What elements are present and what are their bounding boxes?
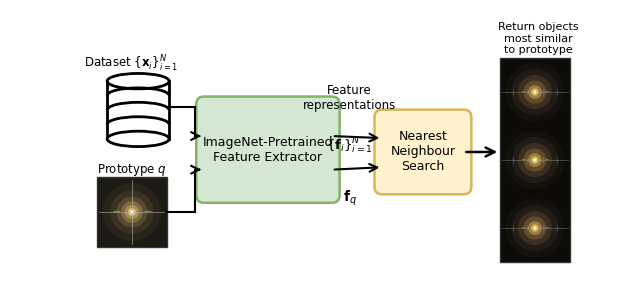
- Circle shape: [528, 153, 542, 167]
- Text: Feature
representations: Feature representations: [303, 84, 396, 112]
- Circle shape: [511, 205, 558, 251]
- FancyBboxPatch shape: [374, 110, 472, 194]
- FancyBboxPatch shape: [196, 97, 340, 203]
- Circle shape: [121, 201, 143, 223]
- Circle shape: [533, 158, 537, 162]
- Ellipse shape: [107, 74, 169, 89]
- Text: ImageNet-Pretrained
Feature Extractor: ImageNet-Pretrained Feature Extractor: [203, 136, 333, 164]
- Text: $\mathbf{f}_q$: $\mathbf{f}_q$: [342, 188, 356, 208]
- Circle shape: [131, 211, 133, 213]
- Circle shape: [506, 131, 564, 189]
- Circle shape: [533, 226, 537, 230]
- Circle shape: [511, 137, 558, 183]
- Circle shape: [531, 88, 539, 96]
- Circle shape: [130, 210, 134, 214]
- Circle shape: [531, 224, 539, 232]
- Text: $\{\mathbf{f}_i\}_{i=1}^{N}$: $\{\mathbf{f}_i\}_{i=1}^{N}$: [326, 136, 373, 156]
- Circle shape: [528, 85, 542, 99]
- Circle shape: [506, 199, 564, 257]
- Circle shape: [511, 69, 558, 115]
- Circle shape: [116, 197, 147, 227]
- Circle shape: [506, 63, 564, 121]
- Circle shape: [518, 75, 552, 109]
- Circle shape: [534, 159, 536, 161]
- Text: Dataset $\{\mathbf{x}_i\}_{i=1}^{N}$: Dataset $\{\mathbf{x}_i\}_{i=1}^{N}$: [84, 54, 178, 74]
- Circle shape: [524, 81, 547, 104]
- Circle shape: [518, 211, 552, 245]
- Text: Prototype $q$: Prototype $q$: [97, 162, 167, 178]
- Circle shape: [534, 91, 536, 93]
- Polygon shape: [97, 178, 167, 247]
- Text: Return objects
most similar
to prototype: Return objects most similar to prototype: [499, 22, 579, 55]
- Circle shape: [102, 183, 161, 241]
- Circle shape: [518, 143, 552, 177]
- Circle shape: [528, 221, 542, 235]
- Polygon shape: [107, 81, 169, 139]
- Ellipse shape: [107, 131, 169, 147]
- Text: Nearest
Neighbour
Search: Nearest Neighbour Search: [390, 130, 456, 174]
- Polygon shape: [500, 58, 570, 262]
- Circle shape: [524, 149, 547, 172]
- Circle shape: [128, 208, 136, 216]
- Circle shape: [524, 216, 547, 240]
- Circle shape: [125, 205, 139, 219]
- Circle shape: [533, 90, 537, 94]
- Circle shape: [534, 227, 536, 229]
- Circle shape: [110, 191, 154, 233]
- Circle shape: [531, 156, 539, 164]
